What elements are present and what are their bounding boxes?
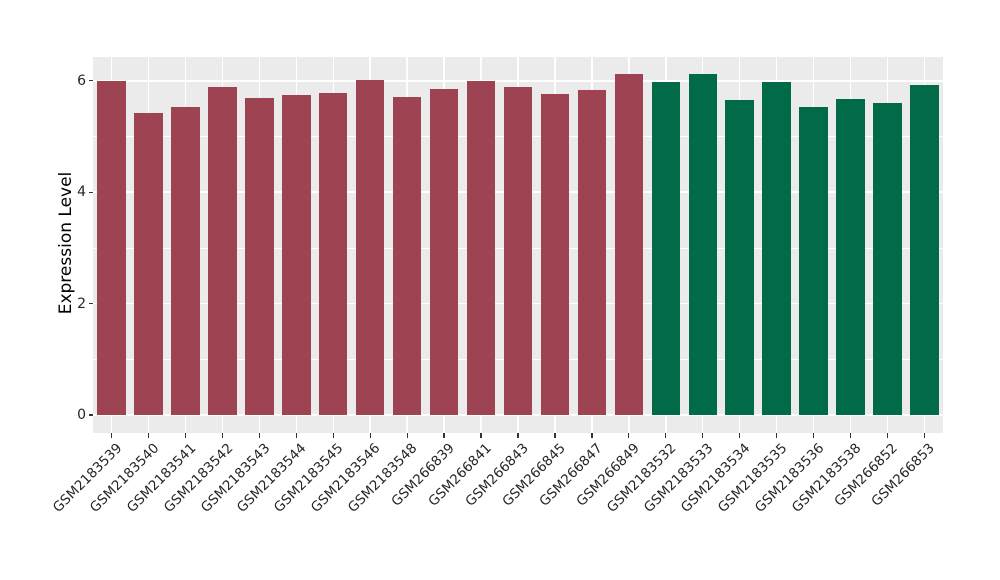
bar-GSM2183541 xyxy=(171,106,200,415)
bar-GSM266845 xyxy=(540,93,570,415)
plot-panel xyxy=(93,57,943,433)
bar-GSM2183548 xyxy=(392,96,422,415)
bar-GSM2183546 xyxy=(355,79,385,415)
x-tick-mark xyxy=(739,433,741,438)
x-tick-mark xyxy=(628,433,630,438)
y-tick-label: 4 xyxy=(77,184,86,201)
y-tick-mark xyxy=(88,80,93,82)
y-tick-label: 6 xyxy=(77,72,86,89)
x-tick-mark xyxy=(258,433,260,438)
x-tick-mark xyxy=(923,433,926,438)
x-tick-mark xyxy=(886,433,889,438)
x-tick-mark xyxy=(443,433,445,438)
y-tick-mark xyxy=(88,191,93,193)
x-tick-mark xyxy=(813,433,815,438)
x-tick-mark xyxy=(332,433,334,438)
bar-GSM266849 xyxy=(614,73,644,415)
x-tick-mark xyxy=(591,433,593,438)
bar-GSM2183535 xyxy=(762,81,791,415)
x-tick-mark xyxy=(480,433,482,438)
bar-GSM2183542 xyxy=(208,87,237,415)
bar-GSM2183532 xyxy=(651,81,681,415)
bar-GSM266852 xyxy=(873,102,902,415)
y-tick-label: 2 xyxy=(77,295,86,312)
bar-GSM2183539 xyxy=(97,80,126,415)
bar-GSM266843 xyxy=(503,87,533,415)
bar-GSM2183538 xyxy=(836,99,865,415)
y-tick-label: 0 xyxy=(77,407,86,423)
x-tick-mark xyxy=(702,433,704,438)
x-tick-mark xyxy=(554,433,556,438)
bar-GSM2183534 xyxy=(725,100,754,415)
x-tick-mark xyxy=(406,433,408,438)
bar-GSM2183543 xyxy=(245,97,274,415)
bar-GSM266839 xyxy=(429,89,459,415)
bar-GSM266841 xyxy=(466,80,496,415)
bar-GSM2183545 xyxy=(318,92,348,415)
x-tick-mark xyxy=(221,433,223,438)
x-tick-mark xyxy=(110,433,113,438)
x-tick-mark xyxy=(147,433,150,438)
x-tick-mark xyxy=(295,433,297,438)
bar-GSM2183540 xyxy=(134,112,163,415)
bar-GSM2183544 xyxy=(282,95,311,415)
y-tick-mark xyxy=(88,414,93,416)
bar-GSM266847 xyxy=(577,90,607,415)
y-tick-mark xyxy=(88,303,93,305)
bar-GSM266853 xyxy=(910,85,939,415)
bar-GSM2183536 xyxy=(799,106,828,415)
x-tick-mark xyxy=(850,433,852,438)
x-tick-mark xyxy=(517,433,519,438)
bar-GSM2183533 xyxy=(688,73,718,415)
x-tick-mark xyxy=(184,433,186,438)
x-tick-mark xyxy=(665,433,667,438)
x-tick-mark xyxy=(776,433,778,438)
x-tick-mark xyxy=(369,433,371,438)
